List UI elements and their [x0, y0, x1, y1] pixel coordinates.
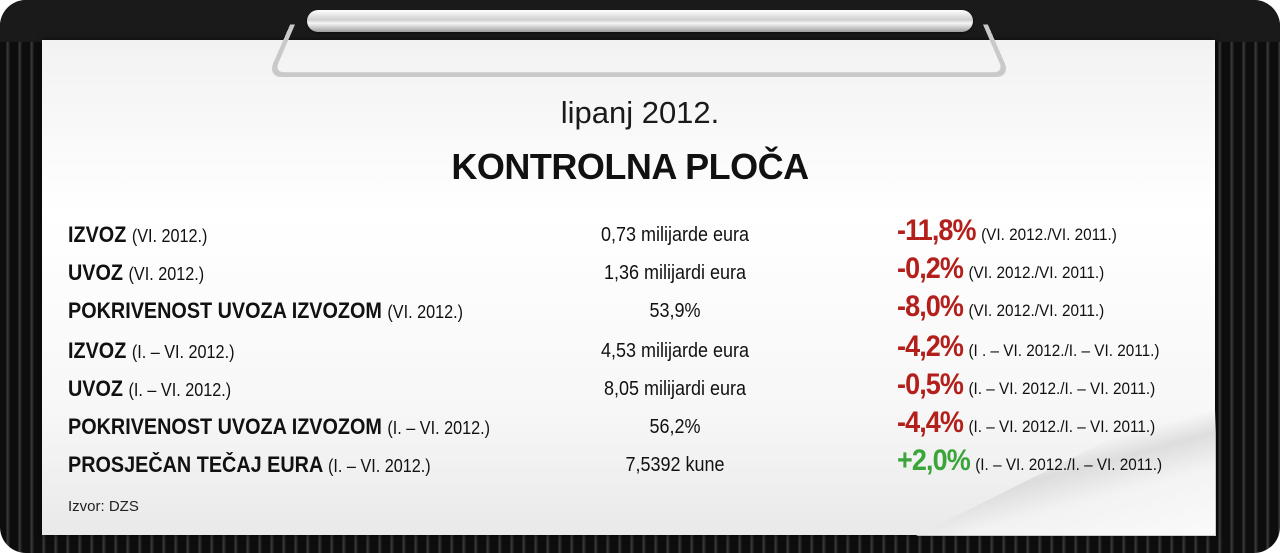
- table-row: POKRIVENOST UVOZA IZVOZOM (I. – VI. 2012…: [0, 406, 1280, 452]
- row-value: 7,5392 kune: [625, 454, 725, 476]
- row-value: 4,53 milijarde eura: [600, 340, 750, 362]
- paper-clip-icon: [267, 8, 1011, 78]
- page-title: KONTROLNA PLOČA: [451, 146, 809, 187]
- table-row: PROSJEČAN TEČAJ EURA (I. – VI. 2012.) 7,…: [0, 444, 1280, 490]
- row-label: UVOZ (VI. 2012.): [68, 260, 204, 286]
- row-period: (VI. 2012.): [128, 264, 205, 284]
- date-heading: lipanj 2012.: [560, 95, 720, 130]
- clip-wire: [267, 24, 1011, 78]
- row-change: -11,8% (VI. 2012./VI. 2011.): [897, 214, 1117, 248]
- change-percent: -0,5%: [897, 368, 964, 401]
- row-change: -0,5% (I. – VI. 2012./I. – VI. 2011.): [897, 368, 1155, 402]
- change-comparison: (I. – VI. 2012./I. – VI. 2011.): [968, 417, 1156, 436]
- row-change: -4,4% (I. – VI. 2012./I. – VI. 2011.): [897, 406, 1155, 440]
- row-period: (VI. 2012.): [387, 302, 464, 322]
- source-note: Izvor: DZS: [68, 498, 139, 515]
- row-indicator: POKRIVENOST UVOZA IZVOZOM: [68, 298, 382, 323]
- row-indicator: UVOZ: [68, 376, 124, 401]
- row-period: (I. – VI. 2012.): [128, 380, 232, 400]
- row-change: -0,2% (VI. 2012./VI. 2011.): [897, 252, 1104, 286]
- change-percent: -8,0%: [897, 290, 964, 323]
- change-comparison: (VI. 2012./VI. 2011.): [981, 225, 1117, 244]
- row-indicator: IZVOZ: [68, 338, 127, 363]
- row-label: PROSJEČAN TEČAJ EURA (I. – VI. 2012.): [68, 452, 431, 478]
- row-indicator: UVOZ: [68, 260, 124, 285]
- paper-sheet: [42, 40, 1216, 536]
- row-indicator: PROSJEČAN TEČAJ EURA: [68, 452, 323, 477]
- row-period: (VI. 2012.): [131, 226, 208, 246]
- change-comparison: (VI. 2012./VI. 2011.): [968, 301, 1105, 320]
- row-label: UVOZ (I. – VI. 2012.): [68, 376, 231, 402]
- clip-bar: [307, 10, 973, 32]
- row-label: IZVOZ (VI. 2012.): [68, 222, 207, 248]
- table-row: UVOZ (VI. 2012.) 1,36 milijardi eura -0,…: [0, 252, 1280, 298]
- table-row: IZVOZ (VI. 2012.) 0,73 milijarde eura -1…: [0, 214, 1280, 260]
- row-value: 56,2%: [649, 416, 701, 438]
- row-indicator: POKRIVENOST UVOZA IZVOZOM: [68, 414, 382, 439]
- row-value: 0,73 milijarde eura: [600, 224, 750, 246]
- row-label: IZVOZ (I. – VI. 2012.): [68, 338, 234, 364]
- change-comparison: (I. – VI. 2012./I. – VI. 2011.): [968, 379, 1156, 398]
- change-percent: -4,4%: [897, 406, 964, 439]
- row-period: (I. – VI. 2012.): [387, 418, 491, 438]
- row-period: (I. – VI. 2012.): [328, 456, 431, 476]
- change-comparison: (I . – VI. 2012./I. – VI. 2011.): [968, 341, 1160, 360]
- row-label: POKRIVENOST UVOZA IZVOZOM (VI. 2012.): [68, 298, 463, 324]
- row-label: POKRIVENOST UVOZA IZVOZOM (I. – VI. 2012…: [68, 414, 490, 440]
- change-comparison: (VI. 2012./VI. 2011.): [968, 263, 1105, 282]
- table-row: UVOZ (I. – VI. 2012.) 8,05 milijardi eur…: [0, 368, 1280, 414]
- row-change: -8,0% (VI. 2012./VI. 2011.): [897, 290, 1104, 324]
- row-change: -4,2% (I . – VI. 2012./I. – VI. 2011.): [897, 330, 1160, 364]
- row-value: 8,05 milijardi eura: [603, 378, 747, 400]
- row-change: +2,0% (I. – VI. 2012./I. – VI. 2011.): [897, 444, 1162, 478]
- row-period: (I. – VI. 2012.): [131, 342, 235, 362]
- table-row: IZVOZ (I. – VI. 2012.) 4,53 milijarde eu…: [0, 330, 1280, 376]
- table-row: POKRIVENOST UVOZA IZVOZOM (VI. 2012.) 53…: [0, 290, 1280, 336]
- row-value: 53,9%: [649, 300, 701, 322]
- change-percent: -4,2%: [897, 330, 964, 363]
- change-comparison: (I. – VI. 2012./I. – VI. 2011.): [975, 455, 1163, 474]
- row-indicator: IZVOZ: [68, 222, 127, 247]
- change-percent: -0,2%: [897, 252, 964, 285]
- row-value: 1,36 milijardi eura: [603, 262, 747, 284]
- change-percent: -11,8%: [897, 214, 977, 247]
- change-percent: +2,0%: [897, 444, 971, 477]
